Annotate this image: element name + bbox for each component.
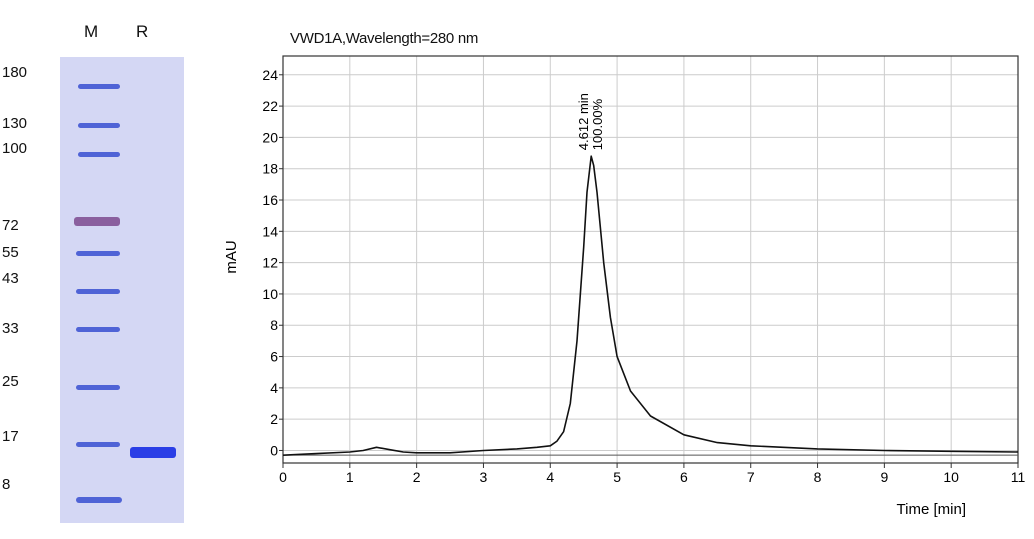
marker-band xyxy=(78,84,120,89)
marker-band xyxy=(76,442,120,447)
y-tick-label: 2 xyxy=(270,411,278,427)
y-tick-label: 6 xyxy=(270,349,278,365)
marker-size-label: 43 xyxy=(2,270,19,287)
y-tick-label: 0 xyxy=(270,442,278,458)
marker-size-label: 180 xyxy=(2,64,28,81)
gel-image xyxy=(60,57,184,523)
y-tick-label: 20 xyxy=(262,129,278,145)
marker-size-label: 8 xyxy=(2,476,11,493)
plot-frame xyxy=(282,55,1019,464)
marker-size-label: 130 xyxy=(2,115,28,132)
x-axis-label: Time [min] xyxy=(897,501,966,518)
x-tick-label: 10 xyxy=(943,469,959,485)
marker-size-label: 72 xyxy=(2,217,19,234)
x-tick-label: 6 xyxy=(680,469,688,485)
y-tick-label: 10 xyxy=(262,286,278,302)
marker-band xyxy=(76,327,120,332)
chromatogram-trace xyxy=(282,155,1019,456)
y-tick-label: 22 xyxy=(262,98,278,114)
x-tick-label: 2 xyxy=(413,469,421,485)
marker-size-label: 17 xyxy=(2,428,19,445)
y-tick-label: 18 xyxy=(262,161,278,177)
chart-title: VWD1A,Wavelength=280 nm xyxy=(290,30,479,47)
y-tick-label: 24 xyxy=(262,67,278,83)
x-tick-label: 9 xyxy=(880,469,888,485)
lane-label-r: R xyxy=(136,22,149,41)
lane-label-m: M xyxy=(84,22,99,41)
marker-size-label: 33 xyxy=(2,320,19,337)
x-tick-label: 0 xyxy=(279,469,287,485)
y-axis-label: mAU xyxy=(223,240,240,273)
marker-band xyxy=(76,497,122,503)
marker-band xyxy=(78,123,120,128)
marker-band xyxy=(76,385,120,390)
x-tick-label: 5 xyxy=(613,469,621,485)
x-tick-label: 11 xyxy=(1011,469,1026,485)
marker-size-label: 100 xyxy=(2,140,28,157)
peak-time-label: 4.612 min xyxy=(576,93,591,150)
y-tick-label: 12 xyxy=(262,255,278,271)
marker-size-label: 25 xyxy=(2,373,19,390)
marker-band xyxy=(76,251,120,256)
y-tick-label: 14 xyxy=(262,223,278,239)
y-tick-label: 16 xyxy=(262,192,278,208)
marker-band xyxy=(78,152,120,157)
marker-band-72 xyxy=(74,217,120,226)
marker-band xyxy=(76,289,120,294)
y-tick-label: 4 xyxy=(270,380,278,396)
sample-band xyxy=(130,447,176,458)
x-tick-label: 8 xyxy=(814,469,822,485)
x-tick-label: 1 xyxy=(346,469,354,485)
x-tick-label: 3 xyxy=(480,469,488,485)
x-tick-label: 7 xyxy=(747,469,755,485)
x-tick-label: 4 xyxy=(546,469,554,485)
y-tick-label: 8 xyxy=(270,317,278,333)
marker-size-label: 55 xyxy=(2,244,19,261)
peak-area-label: 100.00% xyxy=(590,98,605,150)
